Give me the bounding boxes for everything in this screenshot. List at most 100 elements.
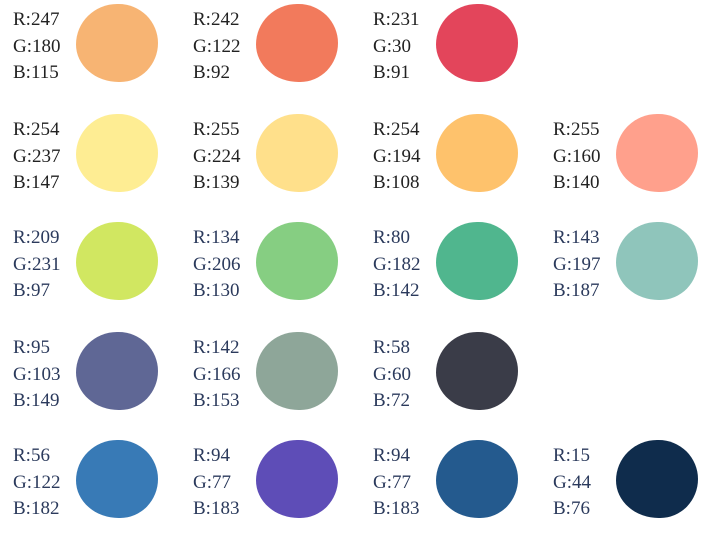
color-blob: [436, 114, 518, 192]
color-swatch: R:134 G:206 B:130: [180, 218, 360, 318]
rgb-r-value: R:242: [193, 9, 240, 30]
rgb-b-value: B:115: [13, 62, 59, 83]
color-blob: [436, 440, 518, 518]
rgb-g-value: G:166: [193, 363, 241, 385]
color-swatch: R:255 G:160 B:140: [540, 110, 703, 210]
rgb-r-value: R:231: [373, 9, 420, 30]
rgb-label: R:94 G:77 B:183: [193, 443, 239, 523]
rgb-g-value: G:77: [193, 471, 231, 493]
color-blob: [436, 332, 518, 410]
rgb-g-value: G:182: [373, 253, 421, 275]
color-swatch: R:247 G:180 B:115: [0, 0, 180, 100]
color-swatch: R:56 G:122 B:182: [0, 436, 180, 536]
rgb-g-value: G:224: [193, 145, 241, 167]
rgb-r-value: R:254: [13, 119, 60, 140]
rgb-g-value: G:194: [373, 145, 421, 167]
rgb-r-value: R:80: [373, 227, 410, 248]
color-swatch: R:94 G:77 B:183: [180, 436, 360, 536]
rgb-b-value: B:153: [193, 390, 240, 411]
rgb-g-value: G:44: [553, 471, 591, 493]
rgb-b-value: B:140: [553, 172, 600, 193]
rgb-label: R:254 G:194 B:108: [373, 117, 421, 197]
rgb-b-value: B:183: [193, 498, 240, 519]
color-blob: [436, 222, 518, 300]
rgb-r-value: R:209: [13, 227, 60, 248]
color-swatch: R:142 G:166 B:153: [180, 328, 360, 428]
rgb-b-value: B:130: [193, 280, 240, 301]
color-swatch: R:231 G:30 B:91: [360, 0, 540, 100]
color-blob: [256, 332, 338, 410]
color-swatch: R:209 G:231 B:97: [0, 218, 180, 318]
color-swatch: R:95 G:103 B:149: [0, 328, 180, 428]
rgb-r-value: R:254: [373, 119, 420, 140]
rgb-b-value: B:76: [553, 498, 590, 519]
color-swatch: R:254 G:194 B:108: [360, 110, 540, 210]
rgb-r-value: R:134: [193, 227, 240, 248]
rgb-r-value: R:56: [13, 445, 50, 466]
color-blob: [256, 4, 338, 82]
rgb-r-value: R:255: [553, 119, 600, 140]
color-blob: [76, 332, 158, 410]
rgb-label: R:231 G:30 B:91: [373, 7, 419, 87]
rgb-g-value: G:197: [553, 253, 601, 275]
color-blob: [76, 4, 158, 82]
color-swatch: R:143 G:197 B:187: [540, 218, 703, 318]
rgb-b-value: B:183: [373, 498, 420, 519]
rgb-g-value: G:206: [193, 253, 241, 275]
rgb-r-value: R:15: [553, 445, 590, 466]
rgb-b-value: B:187: [553, 280, 600, 301]
color-blob: [436, 4, 518, 82]
color-swatch: R:94 G:77 B:183: [360, 436, 540, 536]
rgb-r-value: R:95: [13, 337, 50, 358]
rgb-label: R:142 G:166 B:153: [193, 335, 241, 415]
color-swatch: R:242 G:122 B:92: [180, 0, 360, 100]
rgb-label: R:80 G:182 B:142: [373, 225, 421, 305]
rgb-g-value: G:103: [13, 363, 61, 385]
rgb-b-value: B:72: [373, 390, 410, 411]
rgb-label: R:95 G:103 B:149: [13, 335, 61, 415]
rgb-label: R:56 G:122 B:182: [13, 443, 61, 523]
rgb-r-value: R:255: [193, 119, 240, 140]
rgb-b-value: B:108: [373, 172, 420, 193]
rgb-g-value: G:77: [373, 471, 411, 493]
rgb-b-value: B:182: [13, 498, 60, 519]
rgb-r-value: R:94: [373, 445, 410, 466]
rgb-g-value: G:30: [373, 35, 411, 57]
rgb-b-value: B:139: [193, 172, 240, 193]
color-blob: [76, 114, 158, 192]
rgb-b-value: B:91: [373, 62, 410, 83]
color-blob: [616, 440, 698, 518]
rgb-g-value: G:231: [13, 253, 61, 275]
color-blob: [616, 114, 698, 192]
rgb-label: R:255 G:224 B:139: [193, 117, 241, 197]
rgb-b-value: B:92: [193, 62, 230, 83]
rgb-b-value: B:142: [373, 280, 420, 301]
color-swatch: R:80 G:182 B:142: [360, 218, 540, 318]
rgb-b-value: B:149: [13, 390, 60, 411]
rgb-label: R:255 G:160 B:140: [553, 117, 601, 197]
rgb-label: R:254 G:237 B:147: [13, 117, 61, 197]
color-blob: [76, 222, 158, 300]
rgb-label: R:242 G:122 B:92: [193, 7, 241, 87]
rgb-r-value: R:143: [553, 227, 600, 248]
rgb-r-value: R:142: [193, 337, 240, 358]
color-blob: [616, 222, 698, 300]
color-blob: [256, 440, 338, 518]
rgb-g-value: G:122: [13, 471, 61, 493]
rgb-r-value: R:58: [373, 337, 410, 358]
rgb-label: R:15 G:44 B:76: [553, 443, 591, 523]
rgb-r-value: R:94: [193, 445, 230, 466]
color-palette-grid: R:247 G:180 B:115 R:242 G:122 B:92 R:231 G:30 B:…: [0, 0, 703, 519]
rgb-label: R:134 G:206 B:130: [193, 225, 241, 305]
rgb-g-value: G:60: [373, 363, 411, 385]
rgb-g-value: G:160: [553, 145, 601, 167]
rgb-g-value: G:180: [13, 35, 61, 57]
rgb-label: R:209 G:231 B:97: [13, 225, 61, 305]
color-swatch: R:254 G:237 B:147: [0, 110, 180, 210]
color-swatch: R:255 G:224 B:139: [180, 110, 360, 210]
rgb-label: R:143 G:197 B:187: [553, 225, 601, 305]
rgb-r-value: R:247: [13, 9, 60, 30]
rgb-label: R:247 G:180 B:115: [13, 7, 61, 87]
rgb-g-value: G:122: [193, 35, 241, 57]
rgb-g-value: G:237: [13, 145, 61, 167]
